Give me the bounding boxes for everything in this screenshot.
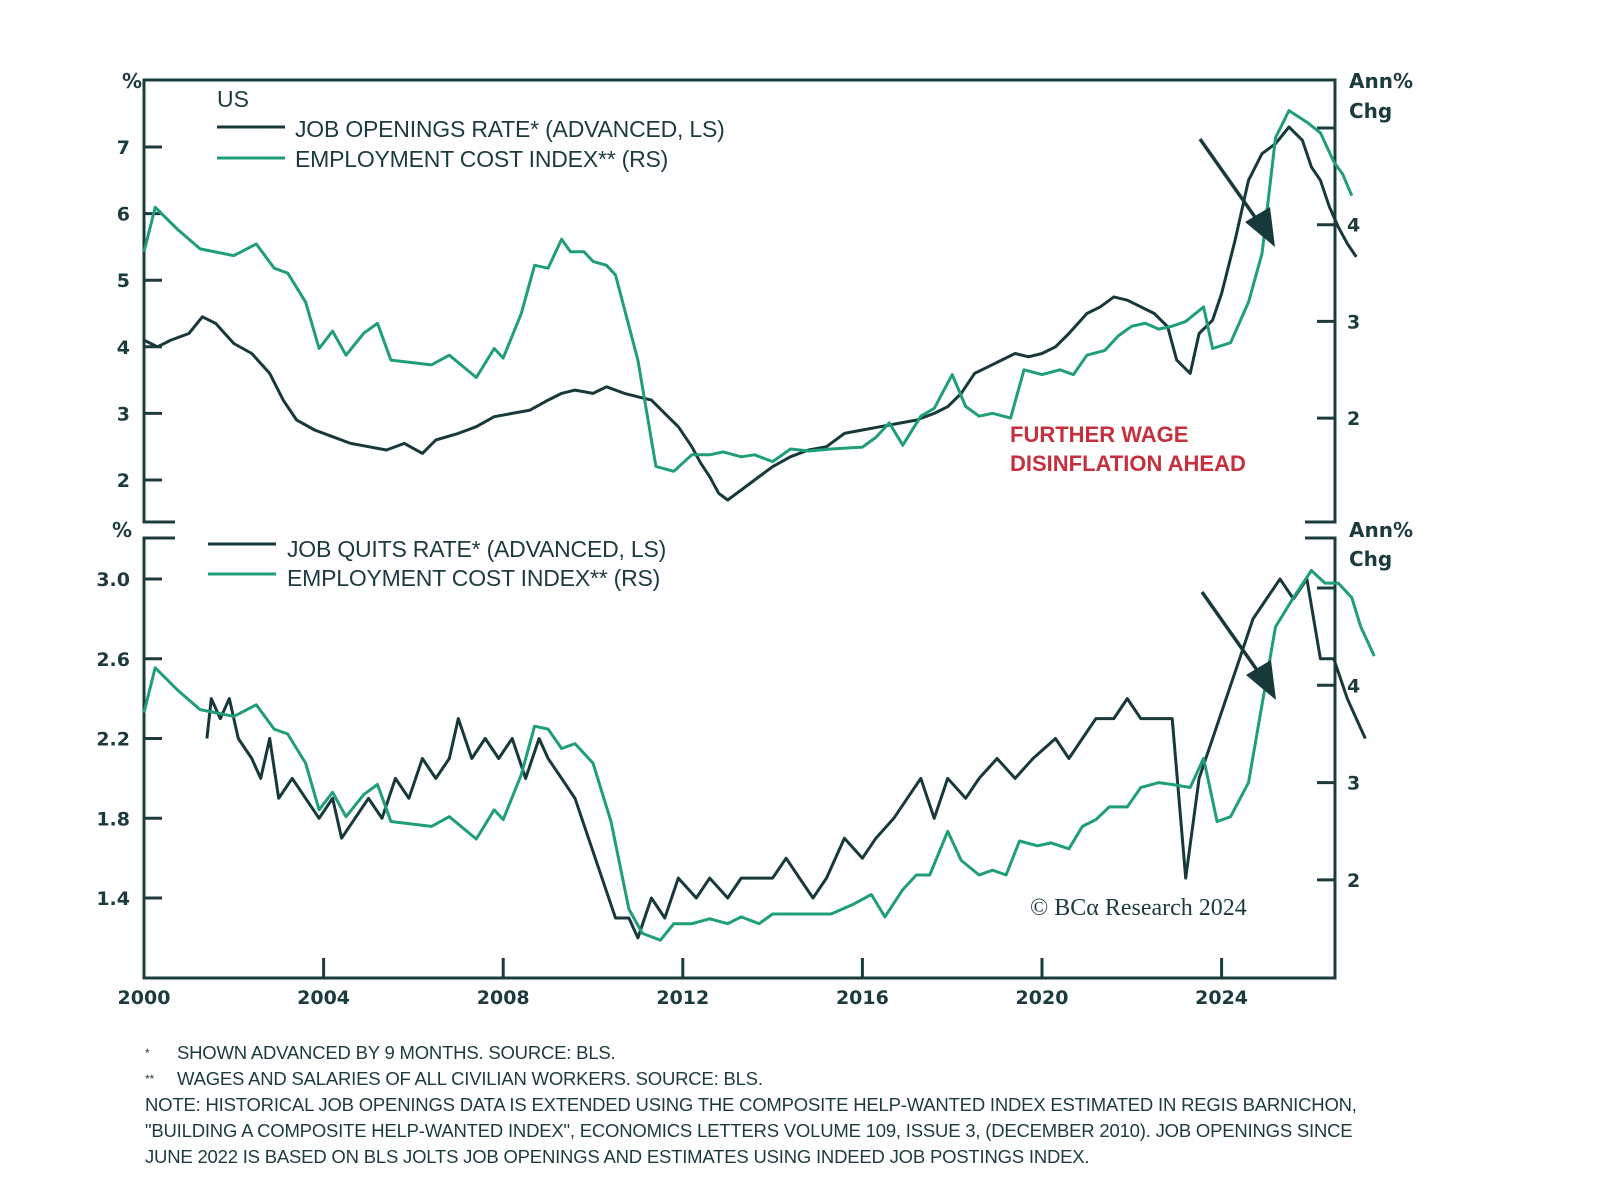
note-line-1: NOTE: HISTORICAL JOB OPENINGS DATA IS EX… — [145, 1094, 1357, 1115]
top-right-axis-unit-line1: Ann% — [1349, 69, 1413, 93]
bottom-right-axis-unit-line2: Chg — [1349, 547, 1392, 571]
footnote-1-mark: * — [145, 1046, 150, 1060]
bottom-left-axis-unit: % — [112, 518, 132, 542]
footnote-2: ** WAGES AND SALARIES OF ALL CIVILIAN WOR… — [145, 1066, 1565, 1092]
footnote-2-mark: ** — [145, 1072, 154, 1086]
top-trend-arrow-icon — [1198, 137, 1275, 247]
x-tick-label: 2012 — [656, 987, 709, 1009]
footnote-1-text: SHOWN ADVANCED BY 9 MONTHS. SOURCE: BLS. — [177, 1042, 616, 1063]
x-tick-label: 2008 — [477, 987, 530, 1009]
bottom-right-tick-label: 3 — [1347, 773, 1360, 795]
bottom-left-axis: 1.4 1.8 2.2 2.6 3.0 — [96, 569, 162, 910]
top-left-tick-label: 2 — [117, 470, 130, 492]
top-right-axis: 2 3 4 — [1317, 126, 1360, 430]
x-tick-label: 2000 — [118, 987, 171, 1009]
footnote-2-text: WAGES AND SALARIES OF ALL CIVILIAN WORKE… — [177, 1068, 763, 1089]
x-tick-label: 2004 — [297, 987, 350, 1009]
top-legend-label-job-openings: JOB OPENINGS RATE* (ADVANCED, LS) — [295, 116, 725, 142]
bottom-left-tick-label: 2.2 — [96, 729, 130, 751]
top-right-tick-label: 3 — [1347, 311, 1360, 333]
top-right-axis-unit-line2: Chg — [1349, 99, 1392, 123]
top-legend-label-eci: EMPLOYMENT COST INDEX** (RS) — [295, 146, 668, 172]
copyright-credit: © BCα Research 2024 — [1030, 895, 1247, 921]
bottom-panel-frame — [142, 536, 1337, 980]
bottom-left-tick-label: 1.4 — [96, 888, 130, 910]
bottom-eci-line — [142, 569, 1376, 942]
bottom-left-tick-label: 3.0 — [96, 569, 130, 591]
note-line-3: JUNE 2022 IS BASED ON BLS JOLTS JOB OPEN… — [145, 1146, 1090, 1167]
top-job-openings-line — [143, 125, 1358, 502]
x-tick-label: 2020 — [1016, 987, 1069, 1009]
top-eci-line — [142, 109, 1354, 473]
top-panel-frame — [142, 78, 1337, 524]
top-left-axis-unit: % — [122, 69, 142, 93]
top-left-tick-label: 6 — [117, 204, 130, 226]
bottom-left-tick-label: 2.6 — [96, 649, 130, 671]
annotation-line1: FURTHER WAGE — [1010, 422, 1188, 447]
x-tick-label: 2024 — [1195, 987, 1248, 1009]
top-panel: % Ann% Chg 2 3 4 5 6 7 2 3 4 US JOB OPENINGS RA… — [117, 69, 1413, 524]
bottom-right-axis-unit-line1: Ann% — [1349, 518, 1413, 542]
top-right-tick-label: 2 — [1347, 408, 1360, 430]
top-left-tick-label: 3 — [117, 403, 130, 425]
top-right-tick-label: 4 — [1347, 215, 1360, 237]
bottom-quits-rate-line — [205, 577, 1367, 940]
note-line-2: "BUILDING A COMPOSITE HELP-WANTED INDEX"… — [145, 1120, 1353, 1141]
top-left-tick-label: 7 — [117, 137, 130, 159]
bottom-trend-arrow-icon — [1200, 590, 1276, 700]
bottom-panel: % Ann% Chg 1.4 1.8 2.2 2.6 3.0 2 3 4 JOB QUITS… — [96, 518, 1413, 980]
annotation-line2: DISINFLATION AHEAD — [1010, 451, 1246, 476]
bottom-right-tick-label: 2 — [1347, 870, 1360, 892]
bottom-legend-label-quits: JOB QUITS RATE* (ADVANCED, LS) — [287, 536, 666, 562]
chart-canvas: % Ann% Chg 2 3 4 5 6 7 2 3 4 US JOB OPENINGS RA… — [96, 69, 1413, 1009]
bottom-legend-label-eci: EMPLOYMENT COST INDEX** (RS) — [287, 565, 660, 591]
x-axis: 2000 2004 2008 2012 2016 2020 2024 — [118, 958, 1248, 1009]
footnote-1: * SHOWN ADVANCED BY 9 MONTHS. SOURCE: BLS… — [145, 1040, 1565, 1066]
top-left-tick-label: 5 — [117, 270, 130, 292]
top-legend-title: US — [217, 86, 249, 112]
bottom-left-tick-label: 1.8 — [96, 808, 130, 830]
bottom-right-axis: 2 3 4 — [1317, 586, 1360, 892]
bottom-right-tick-label: 4 — [1347, 675, 1360, 697]
top-series-group — [142, 109, 1358, 502]
top-left-tick-label: 4 — [117, 337, 130, 359]
footnotes: * SHOWN ADVANCED BY 9 MONTHS. SOURCE: BLS… — [145, 1040, 1565, 1170]
top-left-axis: 2 3 4 5 6 7 — [117, 137, 162, 492]
bottom-series-group — [142, 569, 1376, 942]
x-tick-label: 2016 — [836, 987, 889, 1009]
